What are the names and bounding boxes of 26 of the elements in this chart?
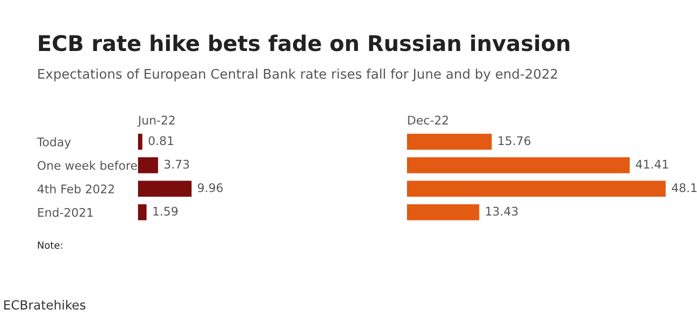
- text: Note:: [38, 242, 62, 249]
- bar: [138, 134, 142, 150]
- data-label: 41.41: [636, 160, 668, 169]
- data-label: 48.1: [672, 183, 696, 192]
- bar: [138, 157, 158, 174]
- y-tick-label: One week before: [38, 160, 137, 170]
- text: ECB rate hike bets fade on Russian invasion: [38, 34, 570, 52]
- bar: [138, 180, 192, 197]
- y-tick-label: 4th Feb 2022: [38, 184, 114, 194]
- x-axis-title: Jun-22: [137, 116, 175, 127]
- x-axis-title: Dec-22: [408, 116, 448, 125]
- data-label: 9.96: [198, 183, 223, 192]
- data-label: 1.59: [153, 206, 178, 216]
- data-label: 13.43: [486, 206, 518, 216]
- bar: [407, 157, 630, 174]
- text: ECBratehikes: [4, 300, 86, 310]
- text: Expectations of European Central Bank rate rises fall for June and by end-2022: [38, 68, 557, 82]
- bar: [138, 204, 147, 220]
- y-tick-label: Today: [36, 137, 71, 149]
- bar: [407, 180, 666, 197]
- data-label: 3.73: [164, 160, 189, 169]
- data-label: 0.81: [148, 136, 174, 146]
- bar: [407, 134, 492, 150]
- bar: [407, 204, 480, 220]
- data-label: 15.76: [498, 136, 530, 146]
- y-tick-label: End-2021: [38, 208, 93, 217]
